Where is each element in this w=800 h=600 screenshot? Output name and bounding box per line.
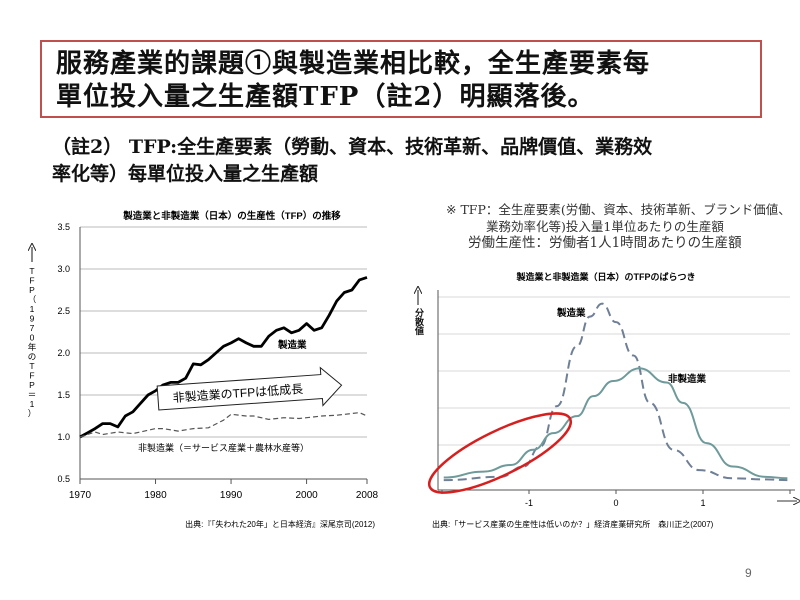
slide-title-box: 服務產業的課題①與製造業相比較，全生產要素每 單位投入量之生產額TFP（註2）明…	[40, 40, 762, 118]
tfp-trend-chart: 製造業と非製造業（日本）の生産性（TFP）の推移 0.5 1.0 1.5 2.0 2.5…	[28, 210, 379, 529]
japanese-note-line-1: ※ TFP：全生産要素(労働、資本、技術革新、ブランド価値、	[446, 202, 791, 217]
tfp-distribution-chart: 製造業と非製造業（日本）のTFPのばらつき -1 0 1 製造業 非製造業 出典:「…	[418, 271, 797, 529]
right-chart-title: 製造業と非製造業（日本）のTFPのばらつき	[516, 271, 696, 282]
x-tick-label: -1	[525, 498, 533, 508]
slide-title-line-1: 服務產業的課題①與製造業相比較，全生產要素每	[56, 49, 651, 79]
japanese-note-line-3: 労働生産性：労働者1人1時間あたりの生産額	[468, 235, 742, 251]
y-tick-label: 0.5	[57, 474, 70, 484]
manufacturing-distribution-line	[443, 302, 788, 482]
non-manufacturing-label: 非製造業（＝サービス産業＋農林水産等）	[138, 442, 309, 453]
dist-non-manufacturing-label: 非製造業	[668, 373, 707, 385]
footnote-line-2: 率化等）每單位投入量之生產額	[52, 163, 319, 185]
y-axis-label-text: T F P （1 9 7 0 年の T F P ＝ 1）	[28, 266, 37, 419]
manufacturing-line	[79, 276, 368, 439]
x-tick-label: 0	[613, 498, 618, 508]
x-tick-label: 1980	[144, 490, 167, 501]
y-tick-label: 2.0	[57, 348, 70, 358]
non-manufacturing-line	[79, 412, 368, 438]
japanese-note: ※ TFP：全生産要素(労働、資本、技術革新、ブランド価値、 業務効率化等)投入…	[446, 201, 791, 252]
dist-y-axis-label-text: 分散値	[413, 308, 423, 335]
japanese-note-line-2: 業務効率化等)投入量1単位あたりの生産額	[486, 219, 724, 234]
x-tick-label: 1970	[69, 490, 92, 501]
highlight-ellipse	[427, 412, 573, 494]
y-tick-label: 1.5	[57, 390, 70, 400]
y-axis-label: T F P （1 9 7 0 年の T F P ＝ 1）	[28, 247, 37, 419]
x-tick-label: 1990	[220, 490, 243, 501]
slide-title-line-2: 單位投入量之生產額TFP（註2）明顯落後。	[56, 82, 595, 112]
hollow-arrow-shape	[156, 366, 343, 411]
dist-manufacturing-label: 製造業	[556, 307, 586, 319]
page-number: 9	[745, 566, 752, 580]
x-tick-label: 1	[700, 498, 705, 508]
y-tick-label: 2.5	[57, 306, 70, 316]
y-tick-label: 1.0	[57, 432, 70, 442]
x-tick-label: 2000	[295, 490, 318, 501]
non-manufacturing-distribution-line	[443, 367, 788, 480]
annotation-arrow: 非製造業のTFPは低成長	[156, 366, 343, 411]
manufacturing-label: 製造業	[277, 339, 307, 351]
left-chart-title: 製造業と非製造業（日本）の生産性（TFP）の推移	[122, 210, 341, 222]
y-tick-label: 3.5	[57, 222, 70, 232]
right-chart-source: 出典:「サービス産業の生産性は低いのか？」経済産業研究所 森川正之(2007)	[432, 519, 714, 529]
footnote-line-1: （註2） TFP:全生產要素（勞動、資本、技術革新、品牌價值、業務效	[52, 136, 653, 158]
x-tick-label: 2008	[356, 490, 379, 501]
footnote-tfp-definition: （註2） TFP:全生產要素（勞動、資本、技術革新、品牌價值、業務效 率化等）每…	[52, 134, 772, 188]
y-tick-label: 3.0	[57, 264, 70, 274]
left-chart-source: 出典:『「失われた20年」と日本経済』深尾京司(2012)	[185, 519, 375, 529]
